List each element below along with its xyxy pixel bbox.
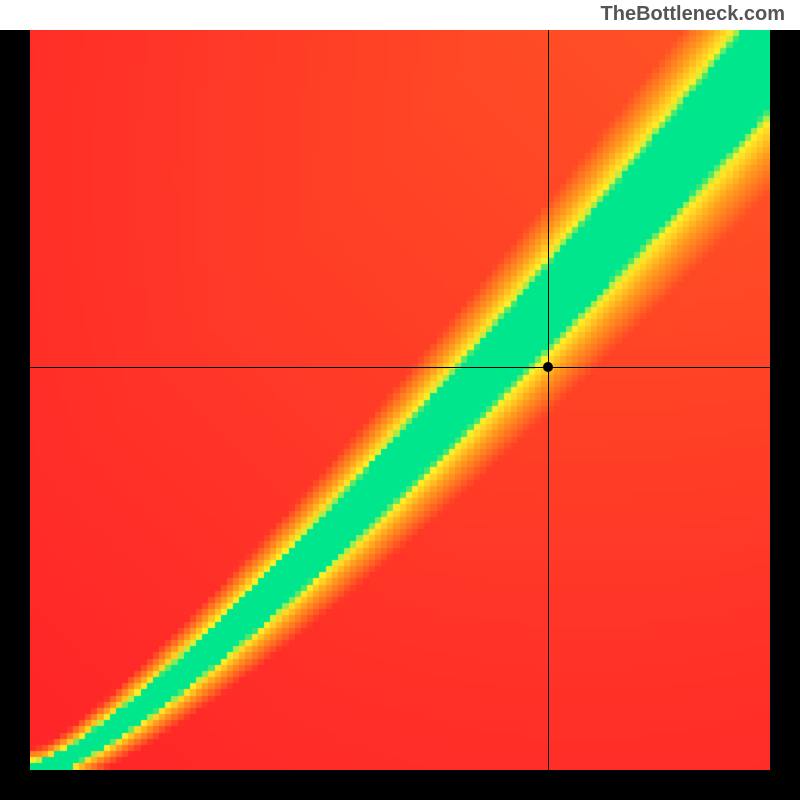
crosshair-horizontal (30, 367, 770, 368)
header-bar: TheBottleneck.com (0, 0, 800, 31)
heatmap-plot (30, 30, 770, 770)
chart-container: TheBottleneck.com (0, 0, 800, 800)
attribution-text: TheBottleneck.com (601, 3, 785, 26)
heatmap-canvas (30, 30, 770, 770)
crosshair-vertical (548, 30, 549, 770)
crosshair-marker (543, 362, 553, 372)
